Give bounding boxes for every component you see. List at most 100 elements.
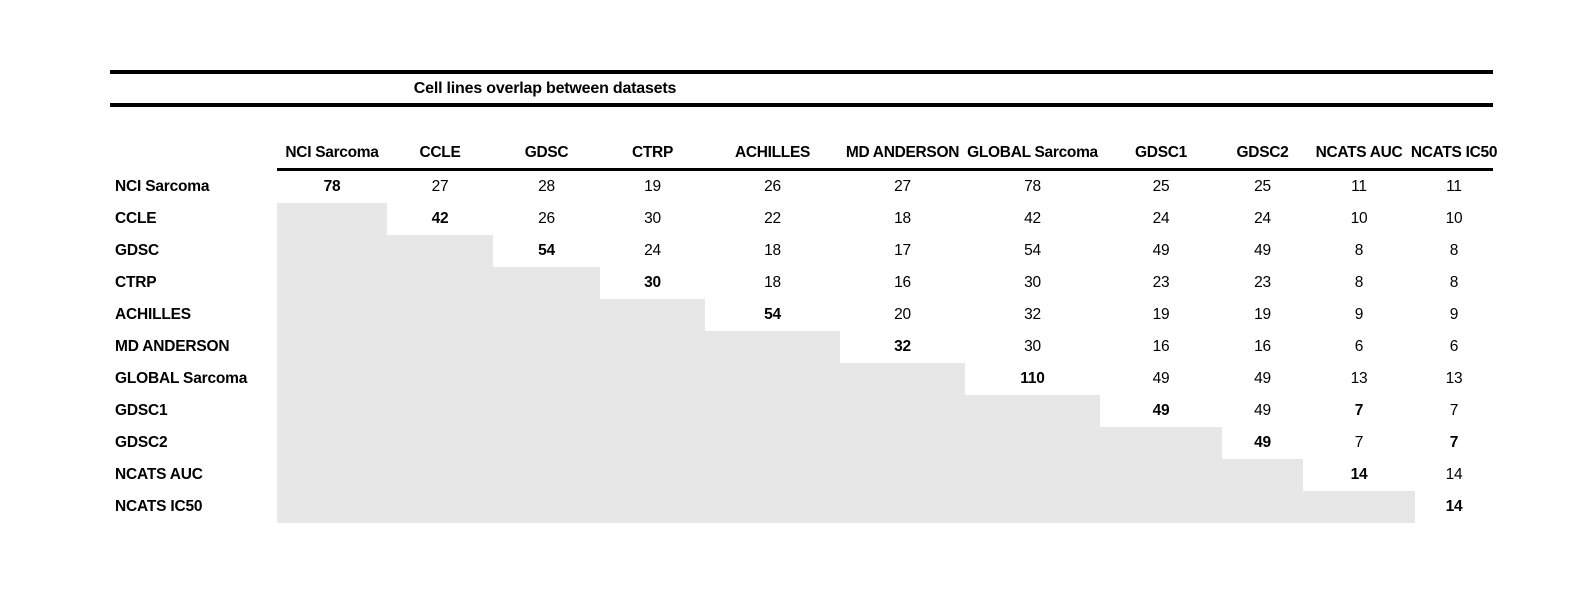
matrix-cell-shaded: [705, 459, 840, 491]
matrix-cell: 6: [1354, 338, 1364, 355]
matrix-cell: 6: [1449, 338, 1459, 355]
matrix-cell-shaded: [965, 395, 1100, 427]
matrix-cell: 7: [1354, 434, 1364, 451]
matrix-cell-shaded: [600, 331, 705, 363]
row-label: NCI Sarcoma: [115, 178, 210, 195]
row-label: GLOBAL Sarcoma: [115, 370, 248, 387]
matrix-cell: 26: [764, 178, 781, 195]
matrix-cell-shaded: [1100, 427, 1222, 459]
spacer: [110, 107, 1493, 138]
matrix-cell: 24: [644, 242, 661, 259]
matrix-cell: 25: [1254, 178, 1271, 195]
column-header: CCLE: [387, 138, 493, 171]
matrix-cell: 22: [764, 210, 781, 227]
matrix-cell-shaded: [277, 331, 387, 363]
column-header: CTRP: [600, 138, 705, 171]
matrix-cell-shaded: [840, 491, 965, 523]
matrix-cell: 27: [894, 178, 911, 195]
matrix-cell: 10: [1445, 210, 1463, 227]
matrix-cell-shaded: [277, 203, 387, 235]
matrix-cell-shaded: [493, 459, 600, 491]
matrix-cell: 24: [1254, 210, 1271, 227]
matrix-cell: 8: [1449, 242, 1459, 259]
matrix-cell-shaded: [600, 363, 705, 395]
matrix-cell-shaded: [600, 491, 705, 523]
overlap-table: Cell lines overlap between datasets NCI …: [110, 70, 1497, 523]
matrix-cell-shaded: [387, 395, 493, 427]
table-title: Cell lines overlap between datasets: [413, 79, 677, 97]
matrix-cell-shaded: [705, 491, 840, 523]
matrix-cell-shaded: [277, 459, 387, 491]
column-header: NCI Sarcoma: [277, 138, 387, 171]
matrix-cell: 42: [431, 210, 449, 227]
matrix-cell: 7: [1449, 434, 1459, 451]
top-rule-divider: [110, 70, 1493, 74]
row-label: GDSC2: [115, 434, 168, 451]
matrix-cell-shaded: [277, 427, 387, 459]
matrix-cell: 49: [1254, 242, 1271, 259]
matrix-cell-shaded: [387, 491, 493, 523]
column-header: GDSC1: [1100, 138, 1222, 171]
matrix-cell: 54: [764, 306, 781, 323]
row-label: CTRP: [115, 274, 157, 291]
matrix-cell: 49: [1254, 434, 1271, 451]
overlap-matrix: NCI Sarcoma CCLE GDSC CTRP ACHILLES MD ANDERS…: [110, 138, 1497, 523]
matrix-cell: 7: [1449, 402, 1459, 419]
matrix-cell-shaded: [387, 331, 493, 363]
matrix-cell: 54: [538, 242, 555, 259]
matrix-cell: 78: [1024, 178, 1041, 195]
matrix-cell: 16: [1254, 338, 1271, 355]
matrix-cell-shaded: [277, 395, 387, 427]
matrix-cell-shaded: [387, 235, 493, 267]
matrix-cell: 13: [1445, 370, 1463, 387]
row-label: GDSC1: [115, 402, 168, 419]
matrix-cell: 25: [1152, 178, 1170, 195]
matrix-cell: 49: [1152, 242, 1170, 259]
matrix-cell-shaded: [965, 459, 1100, 491]
matrix-cell: 14: [1350, 466, 1368, 483]
matrix-cell: 49: [1152, 370, 1170, 387]
matrix-cell-shaded: [600, 299, 705, 331]
matrix-cell: 23: [1152, 274, 1170, 291]
matrix-cell-shaded: [1303, 491, 1415, 523]
matrix-cell: 49: [1254, 370, 1271, 387]
matrix-cell-shaded: [600, 459, 705, 491]
matrix-cell: 78: [323, 178, 341, 195]
matrix-cell: 8: [1354, 242, 1364, 259]
matrix-cell: 24: [1152, 210, 1170, 227]
matrix-cell: 42: [1024, 210, 1041, 227]
matrix-cell: 32: [1024, 306, 1041, 323]
corner-cell: [110, 138, 277, 171]
matrix-cell-shaded: [705, 363, 840, 395]
matrix-cell-shaded: [277, 299, 387, 331]
matrix-cell: 23: [1254, 274, 1271, 291]
matrix-cell: 11: [1351, 178, 1367, 195]
matrix-cell-shaded: [840, 427, 965, 459]
matrix-cell-shaded: [493, 491, 600, 523]
column-header: NCATS AUC: [1303, 138, 1415, 171]
matrix-cell-shaded: [277, 235, 387, 267]
column-header: ACHILLES: [705, 138, 840, 171]
matrix-cell: 30: [644, 210, 661, 227]
matrix-cell-shaded: [493, 267, 600, 299]
matrix-cell: 8: [1354, 274, 1364, 291]
matrix-cell: 13: [1350, 370, 1368, 387]
matrix-cell-shaded: [387, 299, 493, 331]
matrix-cell: 9: [1354, 306, 1364, 323]
matrix-cell: 11: [1446, 178, 1462, 195]
column-header: GDSC: [493, 138, 600, 171]
matrix-cell: 16: [1152, 338, 1170, 355]
matrix-cell-shaded: [705, 331, 840, 363]
matrix-cell: 28: [538, 178, 555, 195]
matrix-cell-shaded: [277, 363, 387, 395]
matrix-cell: 54: [1024, 242, 1041, 259]
column-header: GLOBAL Sarcoma: [965, 138, 1100, 171]
matrix-cell-shaded: [1100, 491, 1222, 523]
matrix-cell: 26: [538, 210, 555, 227]
row-label: GDSC: [115, 242, 159, 259]
matrix-cell: 10: [1350, 210, 1368, 227]
matrix-cell: 49: [1152, 402, 1170, 419]
column-header: GDSC2: [1222, 138, 1303, 171]
matrix-cell-shaded: [493, 299, 600, 331]
matrix-cell: 49: [1254, 402, 1271, 419]
